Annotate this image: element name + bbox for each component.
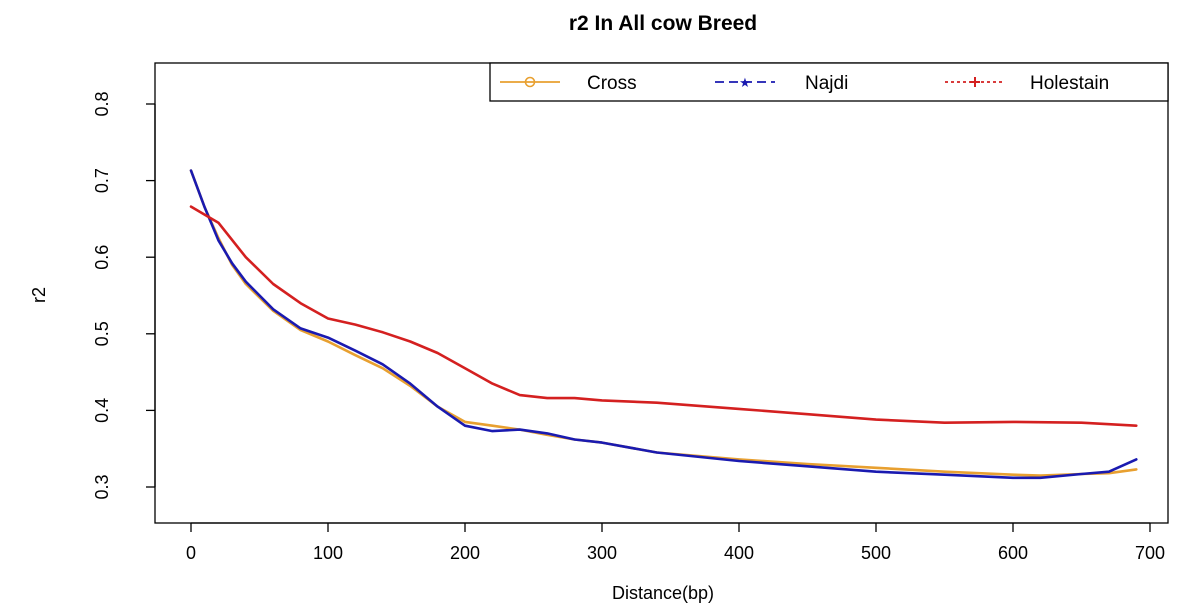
x-tick-label: 500 xyxy=(861,543,891,563)
circle-marker-icon xyxy=(524,76,536,88)
chart-title: r2 In All cow Breed xyxy=(569,12,757,35)
y-axis: 0.3 0.4 0.5 0.6 0.7 0.8 xyxy=(92,91,156,500)
y-tick-label: 0.3 xyxy=(92,474,112,499)
plus-marker-icon xyxy=(970,77,980,87)
x-tick-label: 300 xyxy=(587,543,617,563)
x-tick-label: 0 xyxy=(186,543,196,563)
legend-box xyxy=(489,62,1169,102)
x-tick-label: 700 xyxy=(1135,543,1165,563)
x-tick-label: 400 xyxy=(724,543,754,563)
y-tick-label: 0.4 xyxy=(92,398,112,423)
legend-item-najdi: ★ Najdi xyxy=(715,73,848,94)
x-axis: 0 100 200 300 400 500 600 700 xyxy=(186,522,1165,563)
legend-label: Cross xyxy=(587,73,637,94)
series-line-cross xyxy=(189,169,1138,477)
y-axis-label: r2 xyxy=(29,287,49,303)
legend-item-cross: Cross xyxy=(500,73,637,94)
series-line-najdi xyxy=(189,169,1138,480)
y-tick-label: 0.8 xyxy=(92,91,112,116)
star-marker-icon: ★ xyxy=(739,76,751,91)
legend-label: Najdi xyxy=(805,73,848,94)
x-tick-label: 100 xyxy=(313,543,343,563)
series-line-holestain xyxy=(189,205,1138,428)
legend-item-holestain: Holestain xyxy=(945,73,1109,94)
y-tick-label: 0.7 xyxy=(92,168,112,193)
x-tick-label: 600 xyxy=(998,543,1028,563)
x-axis-label: Distance(bp) xyxy=(612,583,714,603)
series-layer xyxy=(189,169,1138,480)
legend: Cross ★ Najdi Holestain xyxy=(489,62,1169,102)
x-tick-label: 200 xyxy=(450,543,480,563)
y-tick-label: 0.5 xyxy=(92,321,112,346)
y-tick-label: 0.6 xyxy=(92,245,112,270)
legend-label: Holestain xyxy=(1030,73,1109,94)
